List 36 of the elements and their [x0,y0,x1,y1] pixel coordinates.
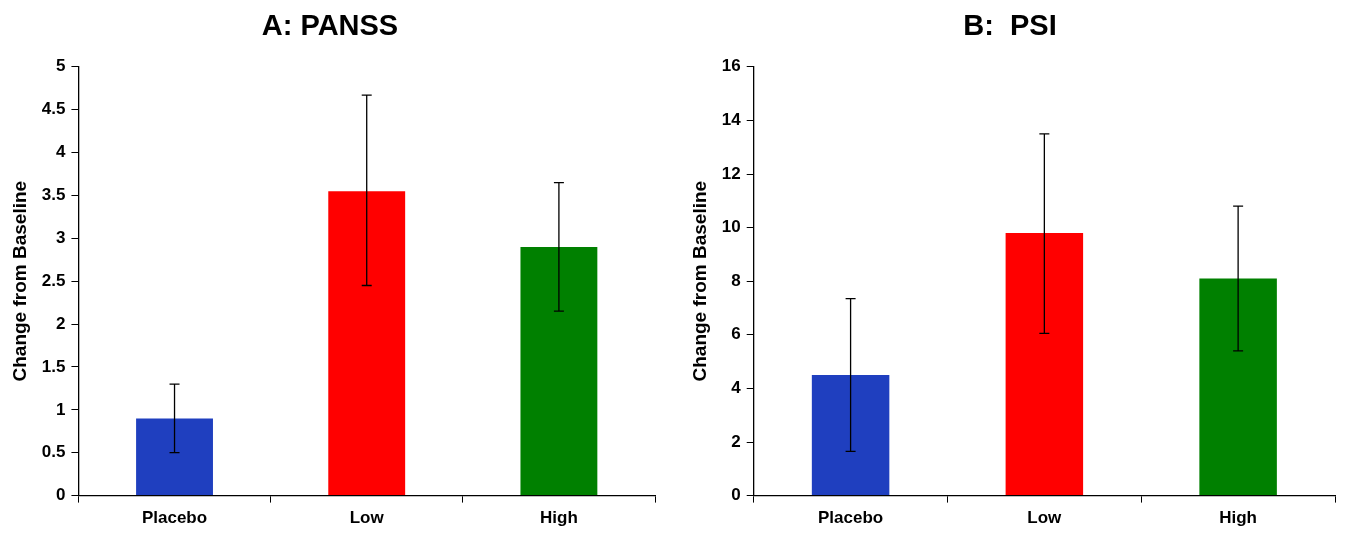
y-tick-label: 0 [731,485,741,505]
y-tick-label: 4 [55,142,66,162]
bar [520,246,598,496]
x-tick-label: Low [349,508,385,528]
y-tick-label: 4 [731,378,742,398]
x-tick-label: High [540,508,578,528]
x-tick-label: Placebo [817,508,884,528]
y-tick-label: 5 [55,56,66,76]
chart-title: B: PSI [963,9,1057,42]
y-tick-label: 2 [55,313,66,333]
y-tick-label: 1.5 [41,356,66,376]
bar [328,191,406,496]
y-tick-label: 12 [721,163,741,183]
x-tick-label: Placebo [141,508,208,528]
y-tick-label: 8 [731,270,741,290]
bar [811,375,890,496]
y-tick-label: 1 [55,399,66,419]
y-axis-title: Change from Baseline [8,180,30,382]
y-tick-label: 16 [721,56,741,76]
chart-title: A: PANSS [261,9,399,42]
y-tick-label: 2.5 [41,270,66,290]
y-tick-label: 2 [731,431,741,451]
x-tick-label: High [1219,508,1258,528]
y-tick-label: 14 [721,110,742,130]
y-tick-label: 6 [731,324,741,344]
x-tick-label: Low [1027,508,1063,528]
y-tick-label: 10 [721,217,741,237]
y-tick-label: 4.5 [41,99,66,119]
y-tick-label: 3.5 [41,185,66,205]
y-tick-label: 0 [55,485,66,505]
bar [1005,232,1084,496]
y-axis-title: Change from Baseline [688,180,710,382]
y-tick-label: 3 [55,228,66,248]
bar [1199,278,1277,496]
bar [136,418,213,496]
y-tick-label: 0.5 [41,442,66,462]
